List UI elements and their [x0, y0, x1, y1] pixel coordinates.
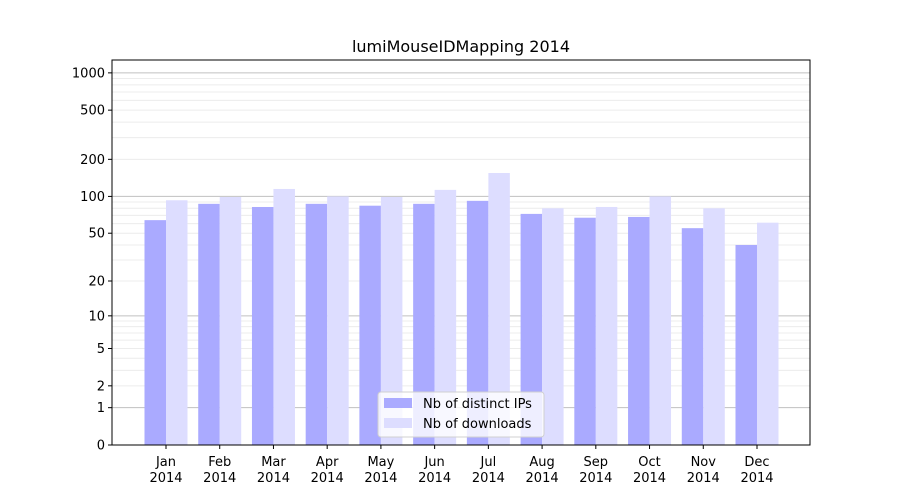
y-tick-label: 0 [97, 439, 105, 454]
y-tick-label: 1 [97, 401, 105, 416]
y-tick-label: 50 [88, 227, 105, 242]
legend: Nb of distinct IPs Nb of downloads [377, 391, 545, 438]
x-tick-label-line: Dec [744, 455, 769, 470]
bar-distinct-ips [520, 213, 543, 445]
bar-downloads [488, 172, 510, 445]
bar-downloads [542, 208, 564, 445]
bar-distinct-ips [628, 216, 650, 445]
plot-frame [111, 59, 811, 446]
x-tick-label-line: Jul [480, 455, 497, 470]
y-tick-label: 5 [97, 342, 105, 357]
bar-downloads [649, 196, 672, 445]
bars [144, 172, 779, 445]
y-tick-label: 200 [80, 153, 105, 168]
x-tick-label-line: Feb [208, 455, 231, 470]
bar-downloads [595, 206, 618, 445]
y-tick-label: 10 [88, 309, 105, 324]
x-tick-label-line: Oct [638, 455, 660, 470]
bar-distinct-ips [198, 203, 220, 445]
x-tick-label-line: 2014 [687, 471, 720, 486]
x-tick-label: May 2014 [364, 455, 397, 486]
bar-downloads [166, 200, 188, 445]
x-tick-label-line: May [367, 455, 394, 470]
bar-distinct-ips [466, 200, 489, 445]
x-tick-label-line: Aug [529, 455, 554, 470]
y-axis: 0 1 2 5 10 20 50 100 200 500 1000 [72, 66, 112, 454]
x-tick-label: Feb 2014 [203, 455, 236, 486]
x-tick-label-line: Sep [584, 455, 609, 470]
bar-downloads [434, 189, 457, 445]
x-tick-label-line: 2014 [633, 471, 666, 486]
bar-distinct-ips [305, 203, 328, 445]
bar-downloads [757, 222, 779, 445]
x-tick-label: Mar 2014 [257, 455, 290, 486]
x-tick-label-line: Jan [155, 455, 176, 470]
x-tick-label-line: Mar [261, 455, 286, 470]
x-tick-label-line: 2014 [472, 471, 505, 486]
x-tick-label: Sep 2014 [579, 455, 612, 486]
legend-swatch [384, 398, 412, 408]
bar-distinct-ips [413, 203, 435, 445]
bar-distinct-ips [251, 206, 274, 445]
y-tick-label: 1000 [72, 66, 105, 81]
x-tick-label-line: 2014 [526, 471, 559, 486]
x-tick-label-line: Apr [316, 455, 339, 470]
x-tick-label-line: 2014 [740, 471, 773, 486]
x-tick-label-line: 2014 [257, 471, 290, 486]
x-tick-label-line: 2014 [311, 471, 344, 486]
legend-box [377, 391, 545, 438]
x-tick-label-line: 2014 [579, 471, 612, 486]
x-tick-label-line: 2014 [149, 471, 182, 486]
x-tick-label-line: 2014 [203, 471, 236, 486]
y-tick-label: 20 [88, 275, 105, 290]
x-tick-label-line: Jun [423, 455, 444, 470]
x-tick-label-line: 2014 [364, 471, 397, 486]
bar-downloads [327, 196, 349, 445]
x-tick-label: Dec 2014 [740, 455, 773, 486]
bar-downloads [703, 208, 725, 445]
bar-distinct-ips [574, 217, 596, 445]
bar-downloads [273, 188, 295, 445]
x-tick-label: Oct 2014 [633, 455, 666, 486]
x-tick-label: Jul 2014 [472, 455, 505, 486]
y-tick-label: 500 [80, 104, 105, 119]
bar-distinct-ips [359, 205, 381, 445]
x-tick-label: Aug 2014 [526, 455, 559, 486]
x-tick-label: Jun 2014 [418, 455, 451, 486]
x-tick-label: Apr 2014 [311, 455, 344, 486]
bar-distinct-ips [144, 220, 166, 445]
x-tick-label-line: Nov [691, 455, 717, 470]
bar-distinct-ips [681, 228, 704, 445]
x-tick-label: Nov 2014 [687, 455, 720, 486]
bar-downloads [380, 196, 403, 445]
bar-downloads [219, 196, 242, 445]
x-tick-label: Jan 2014 [149, 455, 182, 486]
legend-label: Nb of downloads [423, 417, 532, 432]
y-tick-label: 2 [97, 379, 105, 394]
y-tick-label: 100 [80, 190, 105, 205]
bar-distinct-ips [735, 244, 757, 445]
legend-label: Nb of distinct IPs [423, 397, 532, 412]
chart-title: lumiMouseIDMapping 2014 [352, 37, 570, 56]
legend-swatch [384, 418, 412, 428]
x-tick-label-line: 2014 [418, 471, 451, 486]
